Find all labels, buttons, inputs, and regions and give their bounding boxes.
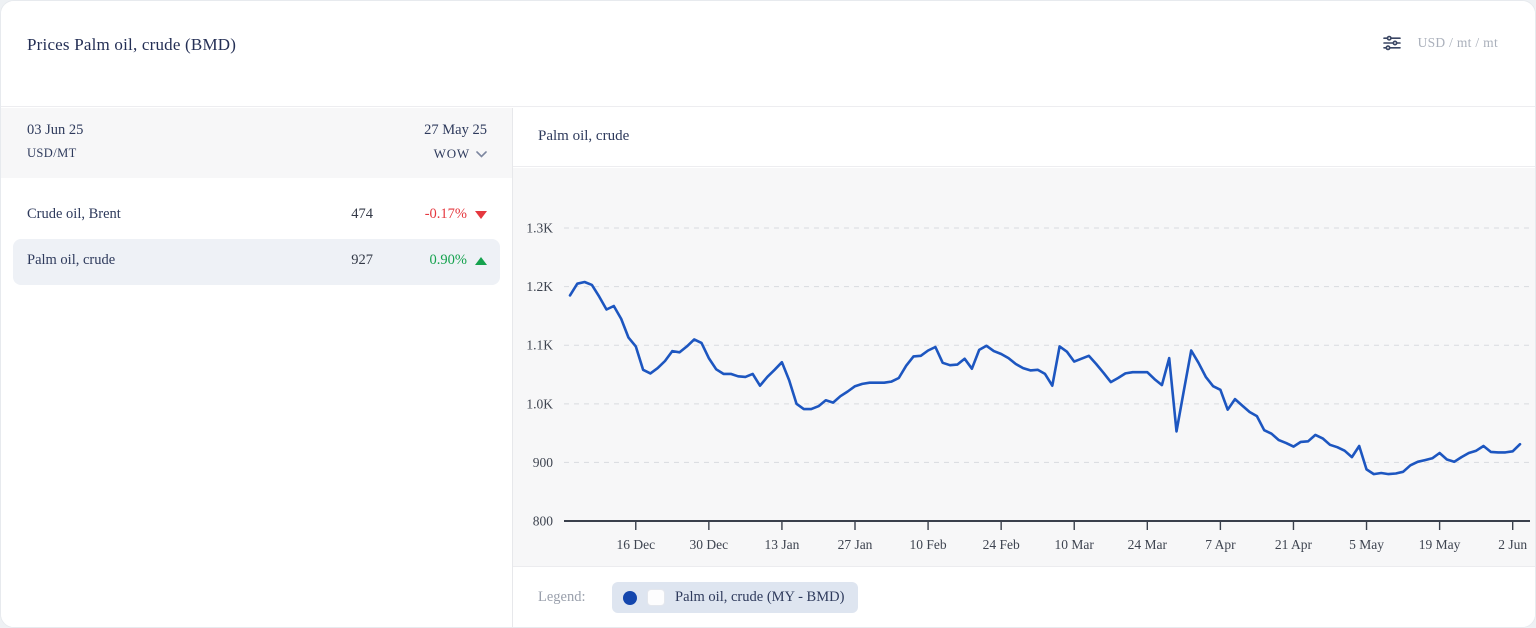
change-block: 0.90% (430, 252, 487, 269)
commodity-value: 474 (351, 206, 373, 222)
units-label: USD / mt / mt (1417, 35, 1498, 50)
change-block: -0.17% (425, 206, 487, 223)
panel-divider (512, 108, 513, 627)
triangle-down-icon (475, 210, 487, 219)
list-item-crude-oil-brent[interactable]: Crude oil, Brent 474 -0.17% (13, 193, 500, 239)
current-date: 03 Jun 25 (27, 122, 84, 138)
svg-text:16 Dec: 16 Dec (616, 537, 655, 552)
chart-panel: Palm oil, crude 800 900 1.0K 1.1K 1.2K 1.3K 16… (513, 108, 1535, 627)
svg-text:30 Dec: 30 Dec (690, 537, 729, 552)
compare-date: 27 May 25 (424, 122, 487, 138)
commodity-name: Palm oil, crude (27, 252, 116, 268)
price-chart: 800 900 1.0K 1.1K 1.2K 1.3K 16 Dec 30 Dec 13 Jan… (513, 168, 1535, 566)
svg-text:2 Jun: 2 Jun (1498, 537, 1527, 552)
svg-text:27 Jan: 27 Jan (838, 537, 873, 552)
period-selector-value: WOW (433, 146, 470, 161)
top-header: Prices Palm oil, crude (BMD) USD / mt / … (1, 1, 1535, 107)
unit-label: USD/MT (27, 146, 77, 160)
compare-block: 27 May 25 WOW (424, 122, 487, 162)
commodity-name: Crude oil, Brent (27, 206, 121, 222)
svg-text:5 May: 5 May (1349, 537, 1384, 552)
chart-title: Palm oil, crude (538, 128, 630, 144)
header-actions: USD / mt / mt (1382, 34, 1498, 52)
svg-text:19 May: 19 May (1419, 537, 1461, 552)
chevron-down-icon (476, 150, 487, 158)
svg-text:21 Apr: 21 Apr (1275, 537, 1313, 552)
list-item-palm-oil-crude[interactable]: Palm oil, crude 927 0.90% (13, 239, 500, 285)
change-percent: 0.90% (429, 252, 467, 268)
legend-label: Legend: (538, 589, 586, 605)
svg-text:800: 800 (533, 514, 554, 529)
legend-checkbox[interactable] (647, 589, 665, 606)
svg-text:1.1K: 1.1K (526, 338, 553, 353)
price-chart-svg: 800 900 1.0K 1.1K 1.2K 1.3K 16 Dec 30 Dec 13 Jan… (526, 221, 1530, 552)
commodity-value: 927 (351, 252, 373, 268)
chart-header: Palm oil, crude (513, 108, 1535, 167)
svg-text:1.0K: 1.0K (526, 396, 553, 411)
watchlist-panel: 03 Jun 25 USD/MT 27 May 25 WOW Crude oil… (1, 108, 512, 627)
svg-text:1.3K: 1.3K (526, 221, 553, 236)
svg-text:24 Feb: 24 Feb (983, 537, 1020, 552)
change-percent: -0.17% (424, 206, 467, 222)
svg-text:10 Feb: 10 Feb (910, 537, 947, 552)
legend-item-label: Palm oil, crude (MY - BMD) (675, 589, 845, 605)
svg-text:1.2K: 1.2K (526, 279, 553, 294)
sliders-icon[interactable] (1382, 34, 1401, 52)
legend-strip: Legend: Palm oil, crude (MY - BMD) (513, 566, 1535, 627)
current-date-block: 03 Jun 25 USD/MT (27, 122, 83, 161)
svg-text:10 Mar: 10 Mar (1055, 537, 1095, 552)
svg-text:24 Mar: 24 Mar (1128, 537, 1168, 552)
watchlist-header: 03 Jun 25 USD/MT 27 May 25 WOW (1, 108, 512, 178)
page-title: Prices Palm oil, crude (BMD) (27, 35, 237, 54)
period-selector[interactable]: WOW (424, 146, 487, 162)
svg-text:7 Apr: 7 Apr (1205, 537, 1236, 552)
commodity-list: Crude oil, Brent 474 -0.17% Palm oil, cr… (1, 193, 512, 285)
triangle-up-icon (475, 256, 487, 265)
legend-item-palm-oil[interactable]: Palm oil, crude (MY - BMD) (612, 582, 859, 613)
svg-text:900: 900 (533, 455, 554, 470)
svg-text:13 Jan: 13 Jan (764, 537, 799, 552)
series-color-dot (623, 590, 637, 605)
